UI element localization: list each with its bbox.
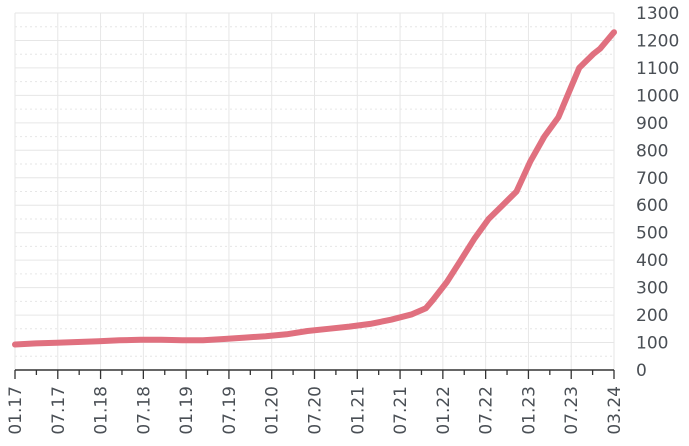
series-group [12,29,617,348]
y-tick-label: 500 [636,224,668,244]
y-tick-label: 1100 [636,59,679,79]
series-line [12,29,617,348]
y-tick-label: 900 [636,114,668,134]
x-tick-label: 01.23 [519,386,539,435]
x-tick-label: 03.24 [605,386,625,435]
y-tick-label: 1300 [636,4,679,24]
y-tick-label: 700 [636,169,668,189]
x-tick-label: 07.20 [306,386,326,435]
x-tick-label: 01.19 [177,386,197,435]
y-tick-labels: 0 100 200 300 400 500 600 700 800 900 1000 1100 1200… [636,4,679,381]
grid [14,12,615,370]
y-tick-label: 1000 [636,86,679,106]
y-tick-label: 800 [636,141,668,161]
x-tick-labels: 01.17 07.17 01.18 07.18 01.19 07.19 01.20 07.20… [6,386,625,435]
y-tick-label: 1200 [636,31,679,51]
x-tick-label: 07.19 [220,386,240,435]
x-tick-label: 07.17 [49,386,69,435]
x-tick-label: 07.21 [391,386,411,435]
axes [14,369,615,379]
y-tick-label: 600 [636,196,668,216]
x-tick-label: 07.23 [562,386,582,435]
y-tick-label: 0 [636,361,647,381]
x-tick-label: 07.18 [134,386,154,435]
y-tick-label: 200 [636,306,668,326]
x-tick-label: 01.22 [434,386,454,435]
x-tick-label: 01.20 [263,386,283,435]
y-tick-label: 400 [636,251,668,271]
x-tick-label: 01.21 [348,386,368,435]
y-tick-label: 300 [636,279,668,299]
x-tick-label: 07.22 [477,386,497,435]
y-tick-label: 100 [636,334,668,354]
x-tick-label: 01.18 [92,386,112,435]
x-tick-label: 01.17 [6,386,26,435]
